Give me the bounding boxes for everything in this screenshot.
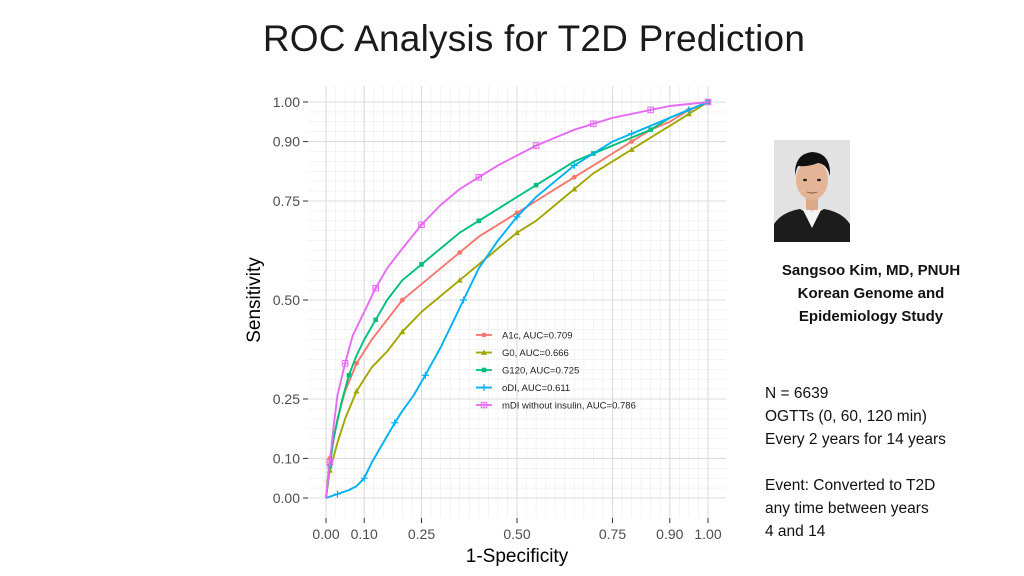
series-5 — [325, 98, 712, 499]
series-point — [532, 142, 540, 149]
legend-label: G0, AUC=0.666 — [502, 348, 569, 359]
series-point — [421, 371, 429, 379]
study-event-2: any time between years — [765, 500, 929, 517]
series-point — [476, 218, 482, 224]
series-point — [353, 388, 360, 394]
series-point — [326, 459, 334, 466]
legend-key-marker — [480, 384, 488, 391]
x-tick-label: 0.50 — [503, 526, 530, 542]
series-point — [533, 182, 539, 188]
y-tick-label: 0.25 — [273, 391, 300, 407]
slide-title: ROC Analysis for T2D Prediction — [262, 18, 806, 59]
series-point — [360, 474, 368, 482]
series-line — [325, 101, 709, 499]
speaker-info: Sangsoo Kim, MD, PNUH Korean Genome and … — [736, 259, 1006, 328]
study-event-3: 4 and 14 — [765, 523, 826, 540]
y-tick-label: 0.00 — [273, 490, 300, 506]
series-point — [628, 146, 635, 152]
series-point — [457, 250, 463, 255]
legend-key-marker — [481, 332, 487, 338]
y-axis-label: Sensitivity — [244, 257, 265, 343]
series-point — [685, 106, 693, 114]
series-point — [391, 419, 399, 427]
axis-layer: 0.00 0.10 0.25 0.50 0.75 0.90 1.00 0.00 0.10 0.25… — [273, 94, 722, 542]
legend-key-marker — [481, 367, 487, 373]
series-point — [333, 490, 341, 498]
series-point — [399, 328, 406, 335]
series-point — [456, 277, 463, 283]
series-point — [460, 296, 468, 304]
y-tick-label: 0.50 — [273, 292, 300, 308]
study-event-1: Event: Converted to T2D — [765, 477, 936, 494]
legend-item: oDI, AUC=0.611 — [476, 383, 570, 394]
legend-label: A1c, AUC=0.709 — [502, 331, 573, 342]
series-point — [475, 173, 483, 181]
series-point — [514, 229, 520, 236]
x-tick-label: 0.25 — [408, 526, 435, 542]
legend-item: G120, AUC=0.725 — [476, 366, 579, 377]
speaker-affiliation-2: Epidemiology Study — [798, 308, 944, 325]
series-point — [341, 360, 349, 367]
legend-key-marker — [481, 349, 487, 355]
legend-label: G120, AUC=0.725 — [502, 366, 579, 377]
x-tick-label: 0.10 — [351, 526, 378, 542]
speaker-affiliation-1: Korean Genome and — [797, 285, 945, 302]
legend-key-marker — [480, 401, 488, 409]
y-tick-label: 1.00 — [273, 94, 300, 110]
legend-label: oDI, AUC=0.611 — [502, 383, 570, 394]
series-point — [647, 106, 654, 114]
x-tick-label: 0.90 — [656, 526, 683, 542]
series-point — [571, 186, 578, 192]
series-point — [418, 221, 425, 229]
series-point — [648, 127, 653, 133]
series-point — [590, 120, 597, 128]
series-4 — [325, 101, 709, 499]
major-gridlines — [308, 86, 726, 518]
series-point — [354, 360, 359, 366]
series-point — [704, 98, 712, 106]
series-line — [325, 101, 709, 499]
legend-item: A1c, AUC=0.709 — [476, 331, 573, 342]
series-3 — [325, 99, 711, 499]
legend-item: mDI without insulin, AUC=0.786 — [476, 401, 636, 412]
series-point — [419, 262, 424, 267]
x-tick-label: 0.00 — [312, 526, 339, 542]
y-tick-label: 0.90 — [273, 134, 300, 150]
study-info: N = 6639 OGTTs (0, 60, 120 min) Every 2 … — [765, 382, 1015, 543]
speaker-photo — [774, 140, 850, 242]
legend-label: mDI without insulin, AUC=0.786 — [502, 401, 636, 412]
legend-item: G0, AUC=0.666 — [476, 348, 569, 359]
series-point — [372, 284, 379, 292]
x-tick-label: 1.00 — [694, 526, 721, 542]
x-tick-label: 0.75 — [599, 526, 626, 542]
speaker-portrait-image — [774, 140, 850, 242]
study-ogtt: OGTTs (0, 60, 120 min) — [765, 408, 927, 425]
series-point — [629, 139, 634, 144]
series-line — [325, 101, 709, 499]
series-point — [400, 297, 405, 303]
series-point — [685, 110, 692, 117]
study-schedule: Every 2 years for 14 years — [765, 431, 946, 448]
series-point — [570, 161, 578, 169]
series-layer — [325, 98, 712, 499]
series-point — [513, 213, 521, 221]
legend: A1c, AUC=0.709 G0, AUC=0.666 G120, AUC=0.7… — [476, 331, 636, 412]
series-point — [346, 372, 352, 378]
y-tick-label: 0.10 — [273, 450, 300, 466]
series-line — [325, 101, 709, 499]
series-point — [571, 174, 577, 180]
speaker-name: Sangsoo Kim, MD, PNUH — [781, 262, 961, 279]
study-n: N = 6639 — [765, 385, 829, 402]
y-tick-label: 0.75 — [273, 193, 300, 209]
spacer — [765, 451, 1015, 474]
x-axis-label: 1-Specificity — [466, 546, 569, 567]
series-point — [373, 317, 378, 323]
roc-chart: 0.00 0.10 0.25 0.50 0.75 0.90 1.00 0.00 0.10 0.25… — [244, 86, 726, 567]
series-point — [628, 130, 636, 138]
series-point — [514, 210, 520, 216]
